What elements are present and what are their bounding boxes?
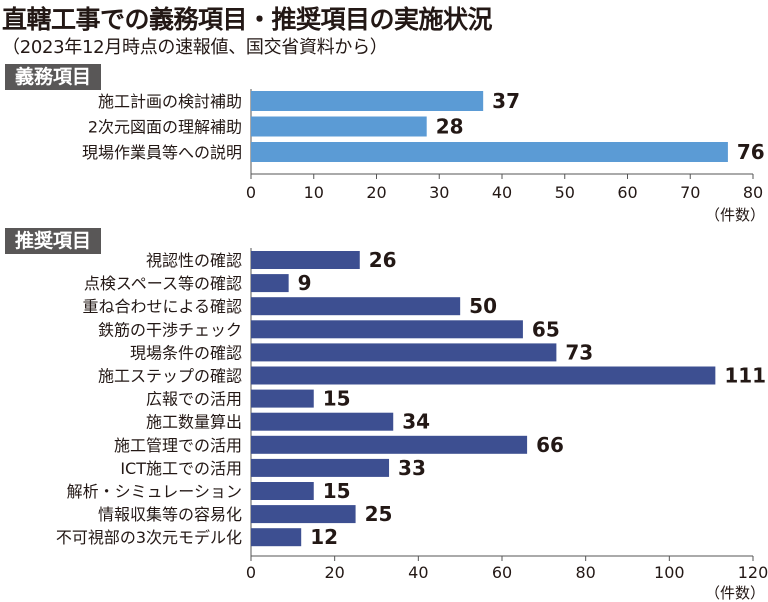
recommended-value-label: 15: [323, 479, 351, 503]
mandatory-category-label: 現場作業員等への説明: [82, 143, 242, 162]
recommended-category-label: 施工ステップの確認: [98, 367, 242, 386]
mandatory-value-label: 28: [436, 115, 464, 139]
recommended-category-label: 解析・シミュレーション: [67, 482, 242, 501]
recommended-bar: [251, 274, 289, 293]
recommended-category-label: 広報での活用: [146, 390, 242, 409]
recommended-bar: [251, 366, 716, 385]
recommended-tick-label: 100: [654, 563, 685, 582]
mandatory-value-label: 76: [737, 140, 765, 164]
recommended-bar: [251, 389, 314, 408]
recommended-value-label: 26: [369, 248, 397, 272]
recommended-bar: [251, 482, 314, 500]
mandatory-bar: [251, 91, 484, 111]
recommended-value-label: 73: [565, 340, 593, 364]
recommended-category-label: 視認性の確認: [146, 251, 242, 270]
mandatory-section-tag: 義務項目: [5, 64, 102, 90]
mandatory-tick-label: 60: [617, 183, 637, 202]
recommended-bar: [251, 435, 528, 454]
recommended-value-label: 12: [310, 525, 338, 549]
recommended-category-label: 情報収集等の容易化: [98, 505, 242, 524]
recommended-chart: 0 20 40 60 80 100 120 （件数） 視認性の確認 26 点検スペース等の確認 9 重ね…: [56, 248, 768, 602]
recommended-value-label: 34: [402, 410, 430, 434]
mandatory-chart: 0 10 20 30 40 50 60 70 80 （件数） 施工計画の検討補助 37 2次元図面の理解…: [82, 89, 765, 224]
recommended-value-label: 50: [469, 294, 497, 318]
recommended-category-label: 点検スペース等の確認: [84, 274, 242, 293]
mandatory-tick-label: 50: [555, 183, 575, 202]
recommended-category-label: 施工管理での活用: [114, 436, 242, 455]
mandatory-value-label: 37: [492, 89, 520, 113]
recommended-value-label: 111: [724, 364, 766, 388]
mandatory-tick-label: 20: [366, 183, 386, 202]
recommended-unit-label: （件数）: [705, 584, 765, 602]
recommended-value-label: 65: [532, 317, 560, 341]
mandatory-bar: [251, 142, 728, 162]
recommended-category-label: 現場条件の確認: [130, 343, 242, 362]
mandatory-tick-label: 0: [246, 183, 256, 202]
recommended-bar: [251, 505, 356, 524]
mandatory-tick-label: 70: [680, 183, 700, 202]
recommended-tick-label: 40: [408, 563, 428, 582]
recommended-value-label: 33: [398, 456, 426, 480]
recommended-bar: [251, 320, 523, 339]
recommended-bar: [251, 251, 360, 269]
mandatory-tick-label: 40: [492, 183, 512, 202]
recommended-value-label: 66: [536, 433, 564, 457]
recommended-bar: [251, 412, 394, 431]
mandatory-category-label: 施工計画の検討補助: [98, 92, 242, 111]
recommended-value-label: 25: [365, 502, 393, 526]
recommended-section-tag: 推奨項目: [5, 228, 102, 254]
recommended-category-label: 鉄筋の干渉チェック: [98, 320, 242, 339]
mandatory-tick-label: 80: [743, 183, 763, 202]
recommended-value-label: 15: [323, 387, 351, 411]
recommended-tick-label: 20: [324, 563, 344, 582]
recommended-tick-label: 80: [575, 563, 595, 582]
recommended-tick-label: 120: [738, 563, 768, 582]
recommended-category-label: 施工数量算出: [146, 413, 242, 432]
mandatory-category-label: 2次元図面の理解補助: [88, 118, 242, 137]
recommended-category-label: ICT施工での活用: [120, 459, 242, 478]
chart-subtitle: （2023年12月時点の速報値、国交省資料から）: [2, 37, 388, 58]
recommended-category-label: 重ね合わせによる確認: [82, 297, 242, 316]
mandatory-unit-label: （件数）: [705, 206, 765, 224]
recommended-bar: [251, 343, 557, 362]
recommended-value-label: 9: [298, 271, 312, 295]
mandatory-tick-label: 30: [429, 183, 449, 202]
recommended-bar: [251, 297, 461, 316]
recommended-category-label: 不可視部の3次元モデル化: [56, 528, 242, 547]
chart-title: 直轄工事での義務項目・推奨項目の実施状況: [2, 5, 493, 34]
recommended-bar: [251, 528, 302, 547]
mandatory-bar: [251, 116, 427, 137]
recommended-tick-label: 0: [246, 563, 256, 582]
recommended-bar: [251, 458, 390, 477]
mandatory-tick-label: 10: [304, 183, 324, 202]
recommended-tick-label: 60: [492, 563, 512, 582]
